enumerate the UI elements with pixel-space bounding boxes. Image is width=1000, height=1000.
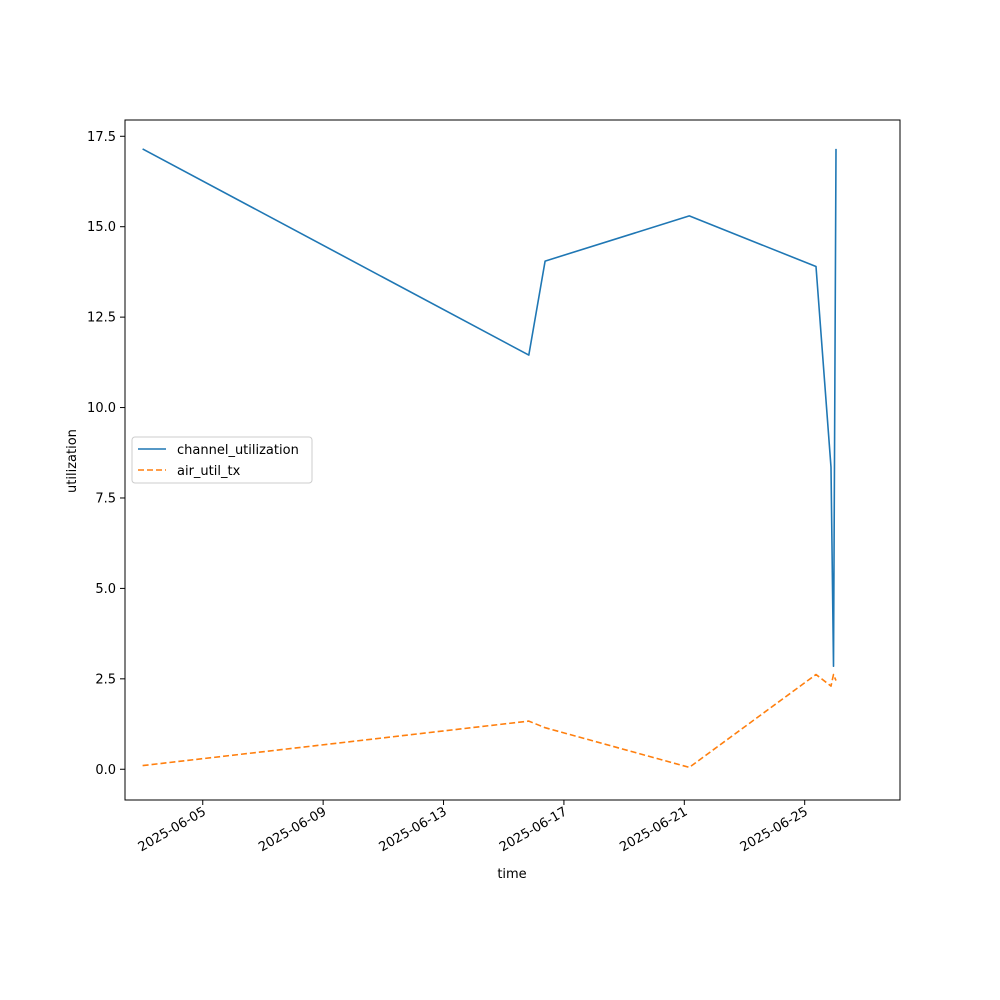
y-tick-label: 7.5 xyxy=(95,491,116,506)
y-axis-ticks: 0.0 2.5 5.0 7.5 10.0 12.5 15.0 17.5 xyxy=(87,130,125,778)
x-tick-label: 2025-06-21 xyxy=(617,804,690,855)
x-tick-label: 2025-06-05 xyxy=(136,804,209,855)
y-tick-label: 2.5 xyxy=(95,672,116,687)
series-line-air-util-tx xyxy=(142,673,837,769)
y-tick-label: 5.0 xyxy=(95,582,116,597)
x-tick-label: 2025-06-25 xyxy=(738,804,811,855)
series-line-channel-utilization xyxy=(142,148,837,668)
x-tick-label: 2025-06-17 xyxy=(497,804,570,855)
y-tick-label: 15.0 xyxy=(87,220,116,235)
y-tick-label: 0.0 xyxy=(95,763,116,778)
legend-label-air-util-tx: air_util_tx xyxy=(177,464,241,479)
x-axis-ticks: 2025-06-05 2025-06-09 2025-06-13 2025-06-17… xyxy=(136,800,811,855)
x-axis-label: time xyxy=(497,867,526,882)
legend-label-channel-utilization: channel_utilization xyxy=(177,443,299,458)
x-tick-label: 2025-06-09 xyxy=(256,804,329,855)
y-tick-label: 10.0 xyxy=(87,401,116,416)
x-tick-label: 2025-06-13 xyxy=(377,804,450,855)
legend-box xyxy=(131,436,313,484)
y-tick-label: 12.5 xyxy=(87,311,116,326)
y-axis-label: utilization xyxy=(65,429,80,493)
series-layer xyxy=(142,148,837,769)
legend: channel_utilization air_util_tx xyxy=(131,436,313,484)
plot-frame xyxy=(124,119,901,801)
y-tick-label: 17.5 xyxy=(87,130,116,145)
